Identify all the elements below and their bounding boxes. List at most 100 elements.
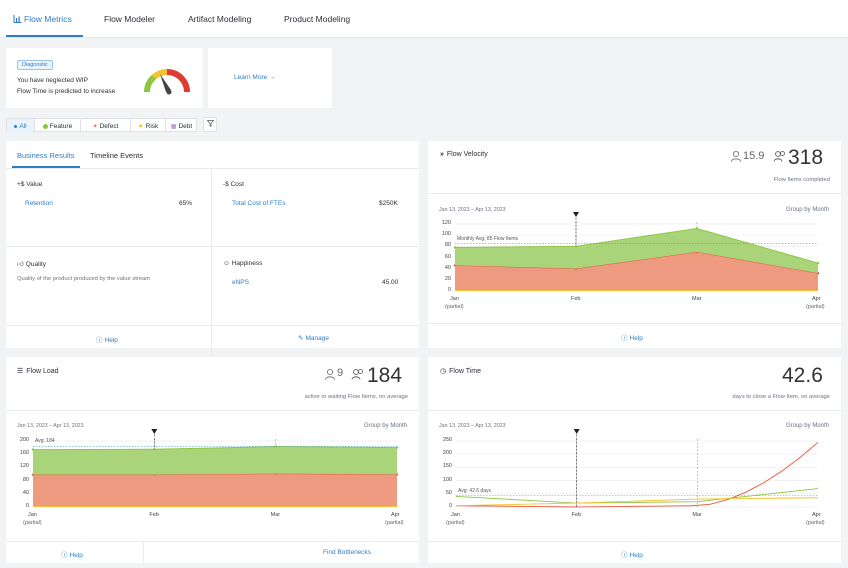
average-label: Avg: 184 (35, 438, 55, 445)
y-tick-label: 160 (19, 450, 29, 457)
y-tick-label: 40 (22, 489, 29, 496)
line-feature (455, 488, 819, 504)
area-feature (33, 446, 397, 475)
x-tick-sublabel: (partial) (385, 520, 404, 526)
y-tick-label: 200 (442, 450, 452, 457)
help-icon: ⓘ (621, 335, 628, 342)
time-group-by[interactable]: Group by Month (785, 423, 829, 429)
y-tick-label: 50 (445, 489, 452, 496)
velocity-group-by[interactable]: Group by Month (785, 207, 829, 213)
tab-product-modeling[interactable]: Product Modeling (284, 14, 350, 24)
value-section-title: +$ Value (17, 181, 43, 188)
find-bottlenecks-link[interactable]: Find Bottlenecks (323, 549, 372, 556)
flow-velocity-title: » Flow Velocity (440, 151, 488, 158)
x-tick-label: Feb (571, 296, 581, 302)
learn-more-link[interactable]: Learn More → (234, 74, 276, 81)
help-text: Help (629, 552, 643, 559)
thumbs-up-icon: 👍︎ (17, 261, 24, 268)
filter-defect[interactable]: ✶ Defect (81, 119, 131, 133)
filter-debt[interactable]: ▦ Debt (166, 119, 197, 133)
diagnostic-line-1: You have neglected WIP (17, 77, 88, 84)
active-tab-indicator (12, 166, 80, 168)
filter-feature[interactable]: Feature (35, 119, 81, 133)
velocity-subtitle: Flow Items completed (773, 177, 830, 183)
tab-timeline-events[interactable]: Timeline Events (90, 151, 144, 160)
y-tick-label: 100 (441, 231, 451, 238)
enps-link[interactable]: eNPS (232, 279, 249, 286)
tab-artifact-modeling[interactable]: Artifact Modeling (188, 14, 251, 24)
today-marker (573, 212, 579, 217)
total-cost-link[interactable]: Total Cost of FTEs (232, 200, 286, 207)
x-tick-label: Apr (391, 512, 400, 518)
time-subtitle: days to close a Flow Item, on average (732, 394, 830, 400)
clock-icon: ◷ (440, 368, 447, 375)
x-tick-label: Apr (812, 512, 821, 518)
filter-label: All (19, 122, 27, 130)
x-tick-sublabel: (partial) (446, 520, 465, 526)
line-risk (455, 497, 819, 507)
load-help-link[interactable]: ⓘ Help (61, 549, 83, 559)
filter-label: Risk (145, 122, 159, 130)
x-tick-sublabel: (partial) (23, 520, 42, 526)
y-tick-label: 60 (444, 253, 451, 260)
x-tick-sublabel: (partial) (806, 304, 825, 310)
tab-business-results[interactable]: Business Results (17, 151, 75, 160)
person-icon (324, 368, 336, 380)
dot-icon (14, 124, 18, 128)
quality-description: Quality of the product produced by the v… (17, 276, 151, 282)
filter-button[interactable] (203, 117, 217, 132)
load-subtitle: active or waiting Flow Items, on average (304, 394, 408, 400)
risk-icon: ▲ (137, 123, 144, 129)
y-tick-label: 200 (19, 437, 29, 443)
tab-flow-modeler[interactable]: Flow Modeler (104, 14, 155, 24)
cost-section-title: -$ Cost (223, 181, 244, 188)
business-help-link[interactable]: ⓘ Help (96, 334, 118, 344)
filter-all[interactable]: All (7, 119, 35, 133)
filter-risk[interactable]: ▲ Risk (131, 119, 166, 133)
help-text: Help (629, 335, 643, 342)
y-tick-label: 0 (25, 503, 29, 509)
happiness-section-title: ☺ Happiness (223, 260, 262, 267)
x-tick-label: Feb (571, 512, 582, 518)
retention-link[interactable]: Retention (25, 200, 53, 207)
point-feature (395, 446, 399, 449)
x-tick-sublabel: (partial) (806, 520, 825, 526)
active-tab-indicator (6, 35, 83, 37)
load-group-by[interactable]: Group by Month (363, 423, 407, 429)
point-feature (153, 448, 156, 451)
top-tab-bar: Flow Metrics Flow Modeler Artifact Model… (0, 0, 848, 38)
area-defect (455, 251, 818, 291)
point-feature (574, 245, 578, 248)
quality-title-text: Quality (25, 261, 47, 268)
double-chevron-icon: » (440, 151, 444, 158)
filter-label: Feature (49, 122, 73, 130)
gauge-icon (142, 67, 192, 95)
manage-link[interactable]: ✎ Manage (298, 334, 329, 342)
line-defect (455, 441, 819, 508)
defect-icon: ✶ (92, 123, 98, 130)
y-tick-label: 120 (19, 463, 29, 470)
time-help-link[interactable]: ⓘ Help (621, 549, 643, 559)
y-tick-label: 80 (22, 476, 29, 483)
title-text: Flow Velocity (446, 151, 488, 158)
diagnostic-badge: Diagnostic (17, 60, 53, 70)
help-icon: ⓘ (96, 337, 103, 344)
velocity-total: 318 (788, 146, 824, 169)
learn-more-card: Learn More → (208, 48, 332, 108)
load-date-range: Jan 13, 2023 – Apr 13, 2023 (17, 423, 84, 429)
tab-flow-metrics[interactable]: Flow Metrics (13, 14, 72, 24)
velocity-date-range: Jan 13, 2023 – Apr 13, 2023 (439, 207, 506, 213)
y-tick-label: 20 (444, 275, 451, 282)
y-tick-label: 40 (444, 264, 451, 271)
flow-load-title: ☰ Flow Load (17, 367, 59, 375)
y-tick-label: 150 (442, 463, 452, 470)
today-marker (573, 429, 580, 434)
x-tick-label: Mar (692, 296, 702, 302)
x-tick-label: Mar (692, 512, 702, 518)
help-icon: ⓘ (621, 552, 628, 559)
x-tick-label: Jan (28, 512, 37, 518)
x-tick-sublabel: (partial) (445, 304, 464, 310)
velocity-help-link[interactable]: ⓘ Help (621, 332, 643, 342)
